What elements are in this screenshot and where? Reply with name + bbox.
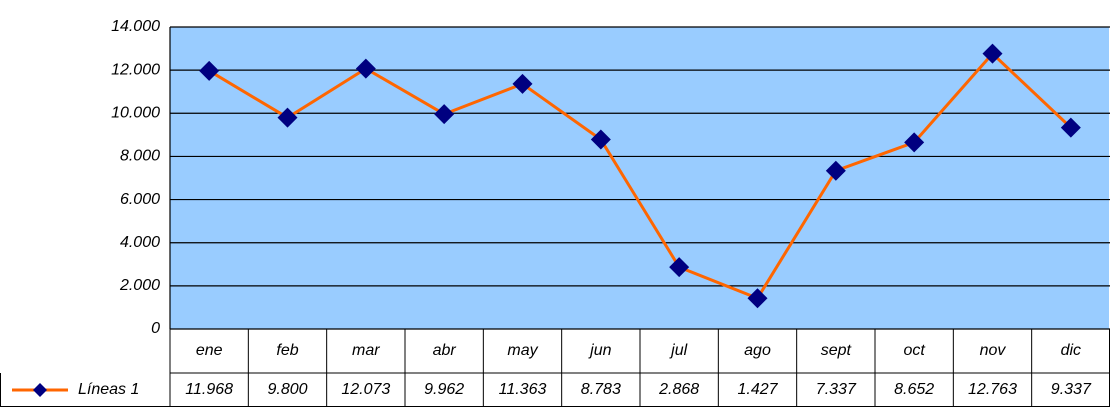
x-tick-label: jun bbox=[588, 342, 611, 359]
table-value: 12.073 bbox=[341, 381, 390, 398]
marker bbox=[825, 160, 846, 181]
x-tick-label: sept bbox=[821, 342, 852, 359]
x-tick-label: oct bbox=[903, 342, 925, 359]
x-tick-label: abr bbox=[433, 342, 457, 359]
marker bbox=[1060, 117, 1081, 138]
x-tick-label: ago bbox=[744, 342, 771, 359]
table-value: 8.783 bbox=[581, 381, 621, 398]
table-value: 9.800 bbox=[267, 381, 307, 398]
y-tick-label: 0 bbox=[151, 320, 160, 337]
marker bbox=[434, 104, 455, 125]
series-line bbox=[208, 51, 1072, 301]
x-tick-label: nov bbox=[980, 342, 1007, 359]
marker bbox=[355, 58, 376, 79]
y-tick-label: 10.000 bbox=[111, 105, 160, 122]
table-value: 2.868 bbox=[658, 381, 699, 398]
table-value: 11.968 bbox=[185, 381, 233, 398]
y-tick-label: 4.000 bbox=[120, 234, 160, 251]
table-value: 7.337 bbox=[816, 381, 857, 398]
y-tick-label: 2.000 bbox=[119, 277, 160, 294]
marker bbox=[512, 73, 533, 94]
table-value: 9.337 bbox=[1051, 381, 1092, 398]
marker bbox=[277, 107, 298, 128]
table-value: 12.763 bbox=[968, 381, 1017, 398]
y-tick-label: 12.000 bbox=[111, 61, 160, 78]
marker bbox=[199, 60, 220, 81]
marker bbox=[982, 43, 1003, 64]
legend-marker bbox=[33, 383, 47, 397]
x-tick-label: mar bbox=[352, 342, 380, 359]
marker bbox=[904, 132, 925, 153]
table-value: 1.427 bbox=[737, 381, 778, 398]
table-value: 8.652 bbox=[894, 381, 934, 398]
marker bbox=[590, 129, 611, 150]
table-value: 11.363 bbox=[499, 381, 547, 398]
marker bbox=[747, 288, 768, 309]
x-tick-label: ene bbox=[196, 342, 223, 359]
x-tick-label: feb bbox=[276, 342, 298, 359]
y-tick-label: 8.000 bbox=[120, 148, 160, 165]
x-tick-label: jul bbox=[669, 342, 687, 359]
marker bbox=[669, 257, 690, 278]
table-value: 9.962 bbox=[424, 381, 464, 398]
y-tick-label: 14.000 bbox=[111, 18, 160, 35]
legend-label: Líneas 1 bbox=[78, 381, 139, 398]
y-tick-label: 6.000 bbox=[120, 191, 160, 208]
x-tick-label: may bbox=[507, 342, 538, 359]
plot-area bbox=[170, 27, 1109, 329]
x-tick-label: dic bbox=[1061, 342, 1081, 359]
